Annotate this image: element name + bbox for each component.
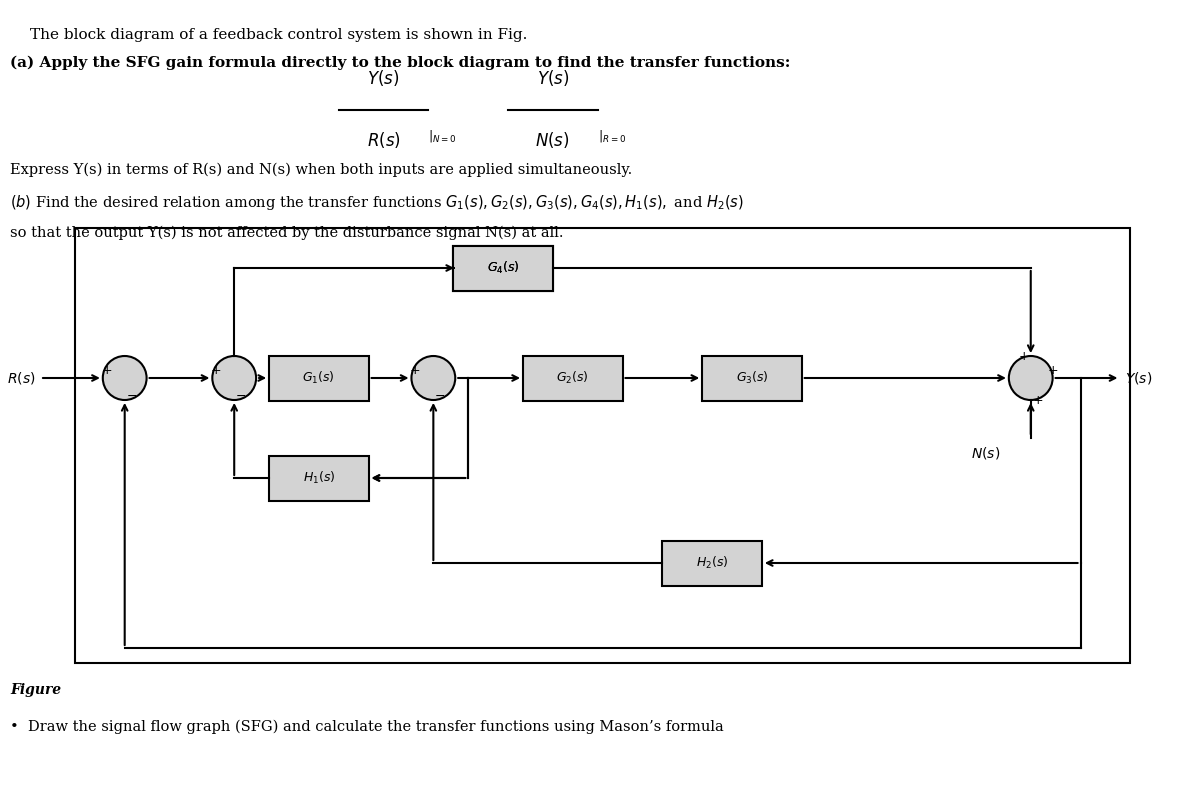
Text: $Y(s)$: $Y(s)$ [367, 68, 400, 88]
Text: $\vert_{R=0}$: $\vert_{R=0}$ [598, 128, 625, 144]
Text: $R(s)$: $R(s)$ [7, 370, 35, 386]
Text: $N(s)$: $N(s)$ [535, 130, 570, 150]
Text: +: + [102, 365, 112, 377]
Text: −: − [436, 389, 445, 402]
Text: +: + [1048, 365, 1058, 377]
Text: $G_4(s)$: $G_4(s)$ [487, 260, 520, 276]
Text: (a) Apply the SFG gain formula directly to the block diagram to find the transfe: (a) Apply the SFG gain formula directly … [10, 56, 791, 70]
Text: $(b)$ Find the desired relation among the transfer functions $G_1(s), G_2(s), G_: $(b)$ Find the desired relation among th… [10, 193, 744, 212]
Text: so that the output Y(s) is not affected by the disturbance signal N(s) at all.: so that the output Y(s) is not affected … [10, 226, 564, 240]
FancyBboxPatch shape [523, 355, 623, 401]
Text: $R(s)$: $R(s)$ [367, 130, 401, 150]
FancyBboxPatch shape [454, 246, 553, 290]
Text: +: + [410, 365, 421, 377]
FancyBboxPatch shape [662, 540, 762, 586]
Circle shape [212, 356, 256, 400]
Text: +: + [1019, 350, 1030, 362]
Text: +: + [211, 365, 222, 377]
FancyBboxPatch shape [702, 355, 802, 401]
Text: $G_3(s)$: $G_3(s)$ [736, 370, 768, 386]
Circle shape [103, 356, 146, 400]
FancyBboxPatch shape [269, 456, 368, 500]
Text: +: + [1032, 393, 1043, 406]
Circle shape [412, 356, 455, 400]
FancyBboxPatch shape [454, 246, 553, 290]
Text: Figure: Figure [10, 683, 61, 697]
Text: $Y(s)$: $Y(s)$ [536, 68, 569, 88]
Text: −: − [126, 389, 137, 402]
Text: Express Y(s) in terms of R(s) and N(s) when both inputs are applied simultaneous: Express Y(s) in terms of R(s) and N(s) w… [10, 163, 632, 177]
Text: The block diagram of a feedback control system is shown in Fig.: The block diagram of a feedback control … [30, 28, 528, 42]
Text: $H_2(s)$: $H_2(s)$ [696, 555, 728, 571]
Text: $H_1(s)$: $H_1(s)$ [302, 470, 335, 486]
Text: $G_2(s)$: $G_2(s)$ [557, 370, 589, 386]
Text: $\vert_{N=0}$: $\vert_{N=0}$ [428, 128, 457, 144]
Text: $G_4(s)$: $G_4(s)$ [487, 260, 520, 276]
Text: $Y(s)$: $Y(s)$ [1126, 370, 1153, 386]
Text: •  Draw the signal flow graph (SFG) and calculate the transfer functions using M: • Draw the signal flow graph (SFG) and c… [10, 720, 724, 734]
FancyBboxPatch shape [269, 355, 368, 401]
Text: $N(s)$: $N(s)$ [971, 445, 1001, 461]
Text: −: − [236, 389, 246, 402]
Circle shape [1009, 356, 1052, 400]
Text: $G_1(s)$: $G_1(s)$ [302, 370, 335, 386]
